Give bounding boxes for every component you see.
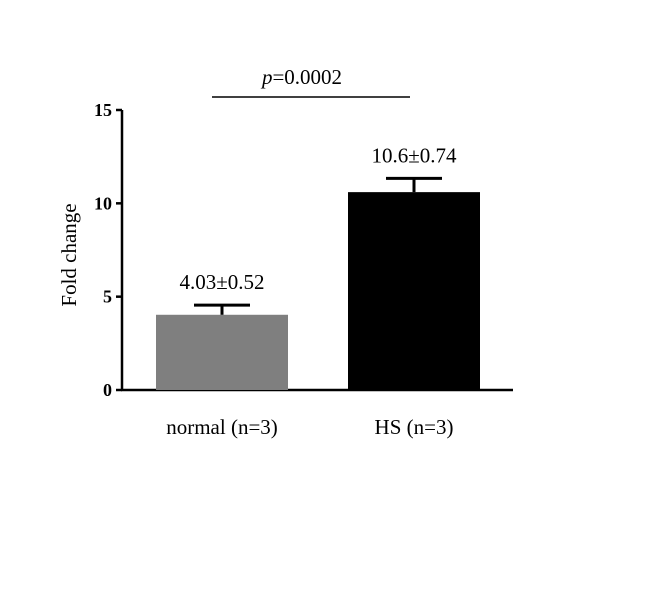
- y-tick-label: 5: [103, 287, 112, 307]
- p-value-label: p=0.0002: [260, 65, 342, 89]
- bar: [348, 192, 480, 390]
- p-value-prefix: p: [260, 65, 273, 89]
- p-value-number: =0.0002: [272, 65, 342, 89]
- bars-layer: 4.03±0.52 normal (n=3) 10.6±0.74 HS (n=3): [156, 143, 480, 439]
- y-axis-ticks: 0 5 10 15: [94, 100, 122, 400]
- y-axis-title: Fold change: [57, 203, 81, 306]
- y-tick-label: 15: [94, 100, 112, 120]
- data-label: 4.03±0.52: [179, 270, 264, 294]
- x-category-label: normal (n=3): [166, 415, 278, 439]
- y-tick-label: 10: [94, 193, 112, 213]
- x-category-label: HS (n=3): [375, 415, 454, 439]
- y-tick-label: 0: [103, 380, 112, 400]
- data-label: 10.6±0.74: [371, 143, 457, 167]
- bar: [156, 314, 288, 390]
